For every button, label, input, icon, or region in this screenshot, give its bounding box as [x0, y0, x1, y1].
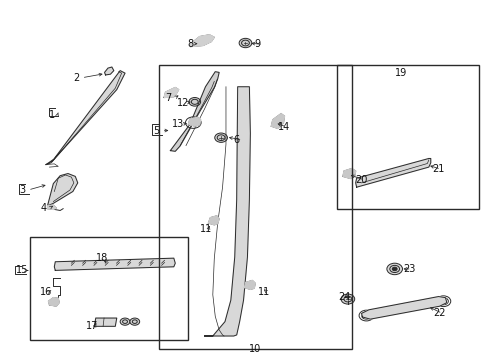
- Circle shape: [340, 294, 354, 304]
- Text: 6: 6: [233, 135, 240, 145]
- Polygon shape: [271, 114, 284, 129]
- Text: 4: 4: [41, 203, 47, 213]
- Polygon shape: [47, 174, 78, 206]
- Text: 18: 18: [96, 253, 108, 263]
- Circle shape: [188, 98, 200, 106]
- Circle shape: [120, 318, 130, 325]
- Text: 9: 9: [254, 40, 260, 49]
- Text: 19: 19: [394, 68, 406, 78]
- Circle shape: [386, 263, 402, 275]
- Polygon shape: [104, 67, 114, 75]
- Polygon shape: [47, 205, 56, 210]
- Text: 24: 24: [337, 292, 350, 302]
- Bar: [159, 65, 351, 348]
- Text: 7: 7: [165, 93, 171, 103]
- Text: 5: 5: [153, 126, 159, 135]
- Circle shape: [435, 296, 450, 307]
- Text: 20: 20: [355, 175, 367, 185]
- Polygon shape: [361, 297, 446, 319]
- Polygon shape: [188, 117, 200, 126]
- Circle shape: [214, 133, 227, 142]
- Polygon shape: [48, 298, 59, 306]
- Polygon shape: [54, 258, 175, 270]
- Circle shape: [239, 39, 251, 48]
- Circle shape: [185, 117, 201, 129]
- Text: 10: 10: [249, 344, 261, 354]
- Text: 2: 2: [73, 73, 79, 83]
- Bar: [30, 237, 188, 339]
- Text: 12: 12: [177, 98, 189, 108]
- Polygon shape: [355, 158, 430, 187]
- Text: 17: 17: [86, 321, 98, 331]
- Polygon shape: [244, 280, 255, 289]
- Text: 15: 15: [16, 265, 29, 275]
- Polygon shape: [204, 87, 250, 336]
- Polygon shape: [342, 168, 355, 179]
- Polygon shape: [170, 72, 219, 151]
- Polygon shape: [163, 87, 178, 98]
- Polygon shape: [46, 71, 125, 165]
- Circle shape: [130, 318, 140, 325]
- Polygon shape: [208, 216, 219, 225]
- Circle shape: [358, 310, 373, 321]
- Text: 21: 21: [431, 164, 444, 174]
- Text: 16: 16: [40, 287, 52, 297]
- Polygon shape: [189, 35, 214, 46]
- Bar: [336, 65, 478, 209]
- Text: 8: 8: [186, 39, 193, 49]
- Text: 14: 14: [277, 122, 289, 132]
- Text: 13: 13: [172, 120, 184, 129]
- Text: 11: 11: [258, 287, 270, 297]
- Text: 3: 3: [19, 185, 25, 195]
- Circle shape: [391, 267, 396, 271]
- Polygon shape: [94, 318, 117, 326]
- Text: 23: 23: [402, 264, 414, 274]
- Text: 11: 11: [199, 225, 211, 234]
- Text: 22: 22: [433, 309, 445, 318]
- Text: 1: 1: [48, 111, 55, 121]
